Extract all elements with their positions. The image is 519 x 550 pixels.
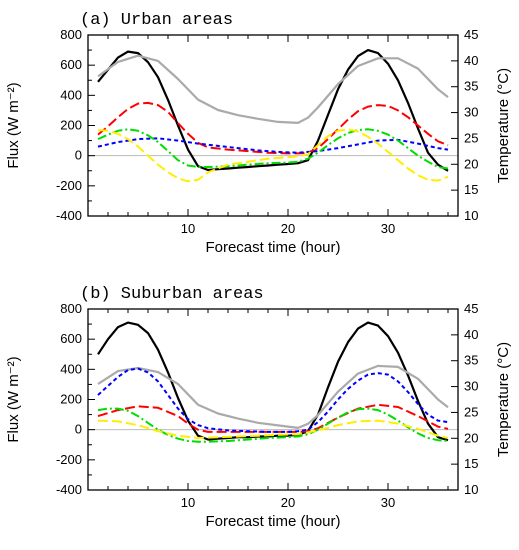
series-line-1 (97, 54, 449, 125)
y2-tick-label: 40 (464, 53, 478, 68)
y-axis-title: Flux (W m⁻²) (5, 82, 22, 168)
series-line-4 (97, 128, 449, 170)
y2-tick-label: 35 (464, 353, 478, 368)
y-tick-label: -200 (56, 178, 82, 193)
y2-tick-label: 15 (464, 456, 478, 471)
y-tick-label: 0 (75, 422, 82, 437)
y2-tick-label: 30 (464, 105, 478, 120)
y2-axis-title: Temperature (°C) (495, 68, 512, 183)
y-tick-label: 200 (60, 118, 82, 133)
plot-frame (87, 34, 459, 217)
y-tick-label: 800 (60, 301, 82, 316)
y-tick-label: 0 (75, 148, 82, 163)
y-tick-label: 400 (60, 361, 82, 376)
y2-tick-label: 20 (464, 430, 478, 445)
series-line-2 (97, 101, 449, 155)
series-line-3 (97, 137, 449, 154)
series-line-1 (97, 364, 449, 429)
y-tick-label: 200 (60, 392, 82, 407)
y2-tick-label: 45 (464, 301, 478, 316)
series-line-0 (97, 48, 449, 172)
panel-title: (b) Suburban areas (80, 285, 264, 304)
series-line-5 (97, 419, 449, 439)
x-tick-label: 10 (181, 495, 195, 510)
series-line-4 (97, 407, 449, 443)
x-tick-label: 10 (181, 221, 195, 236)
y2-tick-label: 15 (464, 182, 478, 197)
series-line-5 (97, 128, 449, 183)
y2-tick-label: 40 (464, 327, 478, 342)
y-tick-label: -400 (56, 482, 82, 497)
y2-tick-label: 35 (464, 79, 478, 94)
plot-frame (87, 308, 459, 491)
panel-suburban: -400 -200 0 200 400 600 800 10 15 20 25 30 35 40 45 10 2… (5, 285, 512, 530)
x-tick-label: 20 (281, 495, 295, 510)
panel-urban: -400 -200 0 200 400 600 800 10 15 20 25 30 35 40 45 10 2… (5, 11, 512, 256)
x-tick-label: 20 (281, 221, 295, 236)
y2-tick-label: 25 (464, 404, 478, 419)
y2-tick-label: 30 (464, 379, 478, 394)
y2-tick-label: 10 (464, 208, 478, 223)
y-tick-label: -400 (56, 208, 82, 223)
y-tick-label: 600 (60, 57, 82, 72)
x-tick-label: 30 (381, 495, 395, 510)
y2-tick-label: 45 (464, 27, 478, 42)
y-tick-label: -200 (56, 452, 82, 467)
y2-axis-title: Temperature (°C) (495, 342, 512, 457)
y2-tick-label: 20 (464, 156, 478, 171)
x-tick-label: 30 (381, 221, 395, 236)
y2-tick-label: 25 (464, 130, 478, 145)
x-axis-title: Forecast time (hour) (205, 239, 340, 256)
y2-tick-label: 10 (464, 482, 478, 497)
y-tick-label: 800 (60, 27, 82, 42)
y-axis-title: Flux (W m⁻²) (5, 356, 22, 442)
y-tick-label: 400 (60, 87, 82, 102)
panel-title: (a) Urban areas (80, 11, 233, 30)
y-tick-label: 600 (60, 331, 82, 346)
x-axis-title: Forecast time (hour) (205, 513, 340, 530)
